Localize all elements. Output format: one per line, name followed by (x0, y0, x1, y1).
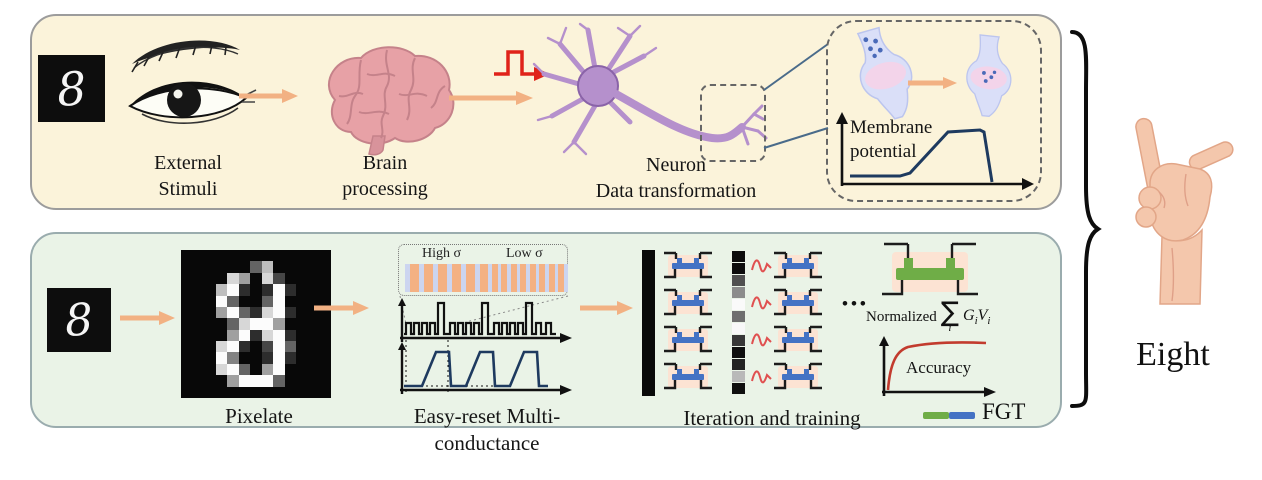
hand-gesture-eight-icon (1135, 117, 1234, 305)
arrow-icon (908, 77, 957, 89)
legend-blue-swatch (949, 412, 975, 419)
weighted-sum-formula: Normalized ∑ i GiVi (866, 297, 991, 334)
synapse-inset-box (826, 20, 1042, 202)
eye-icon (128, 40, 257, 124)
legend-green-swatch (923, 412, 949, 419)
brain-icon (328, 46, 455, 156)
membrane-potential-plot (836, 112, 1034, 190)
conductance-states-box (398, 244, 568, 296)
input-column-bar (642, 250, 655, 396)
neuron-output-ramp-plot (398, 340, 572, 395)
pixelate-label: Pixelate (225, 404, 293, 428)
ellipsis: ••• (842, 294, 869, 313)
axon-terminal-zoom-box (700, 84, 766, 162)
iteration-label: Iteration and training (683, 406, 861, 430)
synapse-after-icon (966, 34, 1012, 118)
low-sigma-stripes (488, 264, 568, 292)
arrow-icon (120, 311, 175, 325)
fgt-device-icon (882, 242, 978, 296)
high-sigma-label: High σ (422, 246, 462, 261)
accuracy-label: Accuracy (906, 358, 972, 377)
neuron-icon (532, 22, 768, 156)
zoom-connector-lines (763, 43, 829, 149)
external-stimuli-label: External Stimuli (154, 152, 222, 200)
arrow-icon (449, 91, 533, 105)
mnist-digit-tile-bottom: 8 (47, 288, 111, 352)
brain-processing-label: Brain processing (342, 152, 428, 200)
high-sigma-stripes (405, 264, 494, 292)
spike-response-icons (751, 259, 772, 384)
digit-8-glyph: 8 (63, 293, 95, 347)
result-label: Eight (1136, 336, 1210, 373)
arrow-icon (580, 301, 633, 315)
fgt-crossbar-array (642, 250, 824, 396)
accuracy-plot (879, 336, 996, 397)
neuron-label: Neuron Data transformation (595, 154, 757, 202)
arrow-icon (239, 89, 298, 103)
synapse-before-icon (856, 26, 913, 120)
pixelated-digit-image (181, 250, 331, 398)
digit-8-glyph: 8 (55, 60, 88, 117)
membrane-potential-label: Membrane potential (850, 117, 933, 162)
pulse-train-plot (398, 298, 572, 343)
low-sigma-label: Low σ (506, 246, 543, 261)
easy-reset-label: Easy-reset Multi-conductance (413, 404, 561, 456)
arrow-icon (314, 301, 369, 315)
weight-column-strip (732, 251, 745, 394)
mnist-digit-tile-top: 8 (38, 55, 105, 122)
curly-brace (1070, 30, 1102, 408)
fgt-legend-swatch (923, 412, 975, 419)
fgt-legend-label: FGT (982, 399, 1026, 424)
